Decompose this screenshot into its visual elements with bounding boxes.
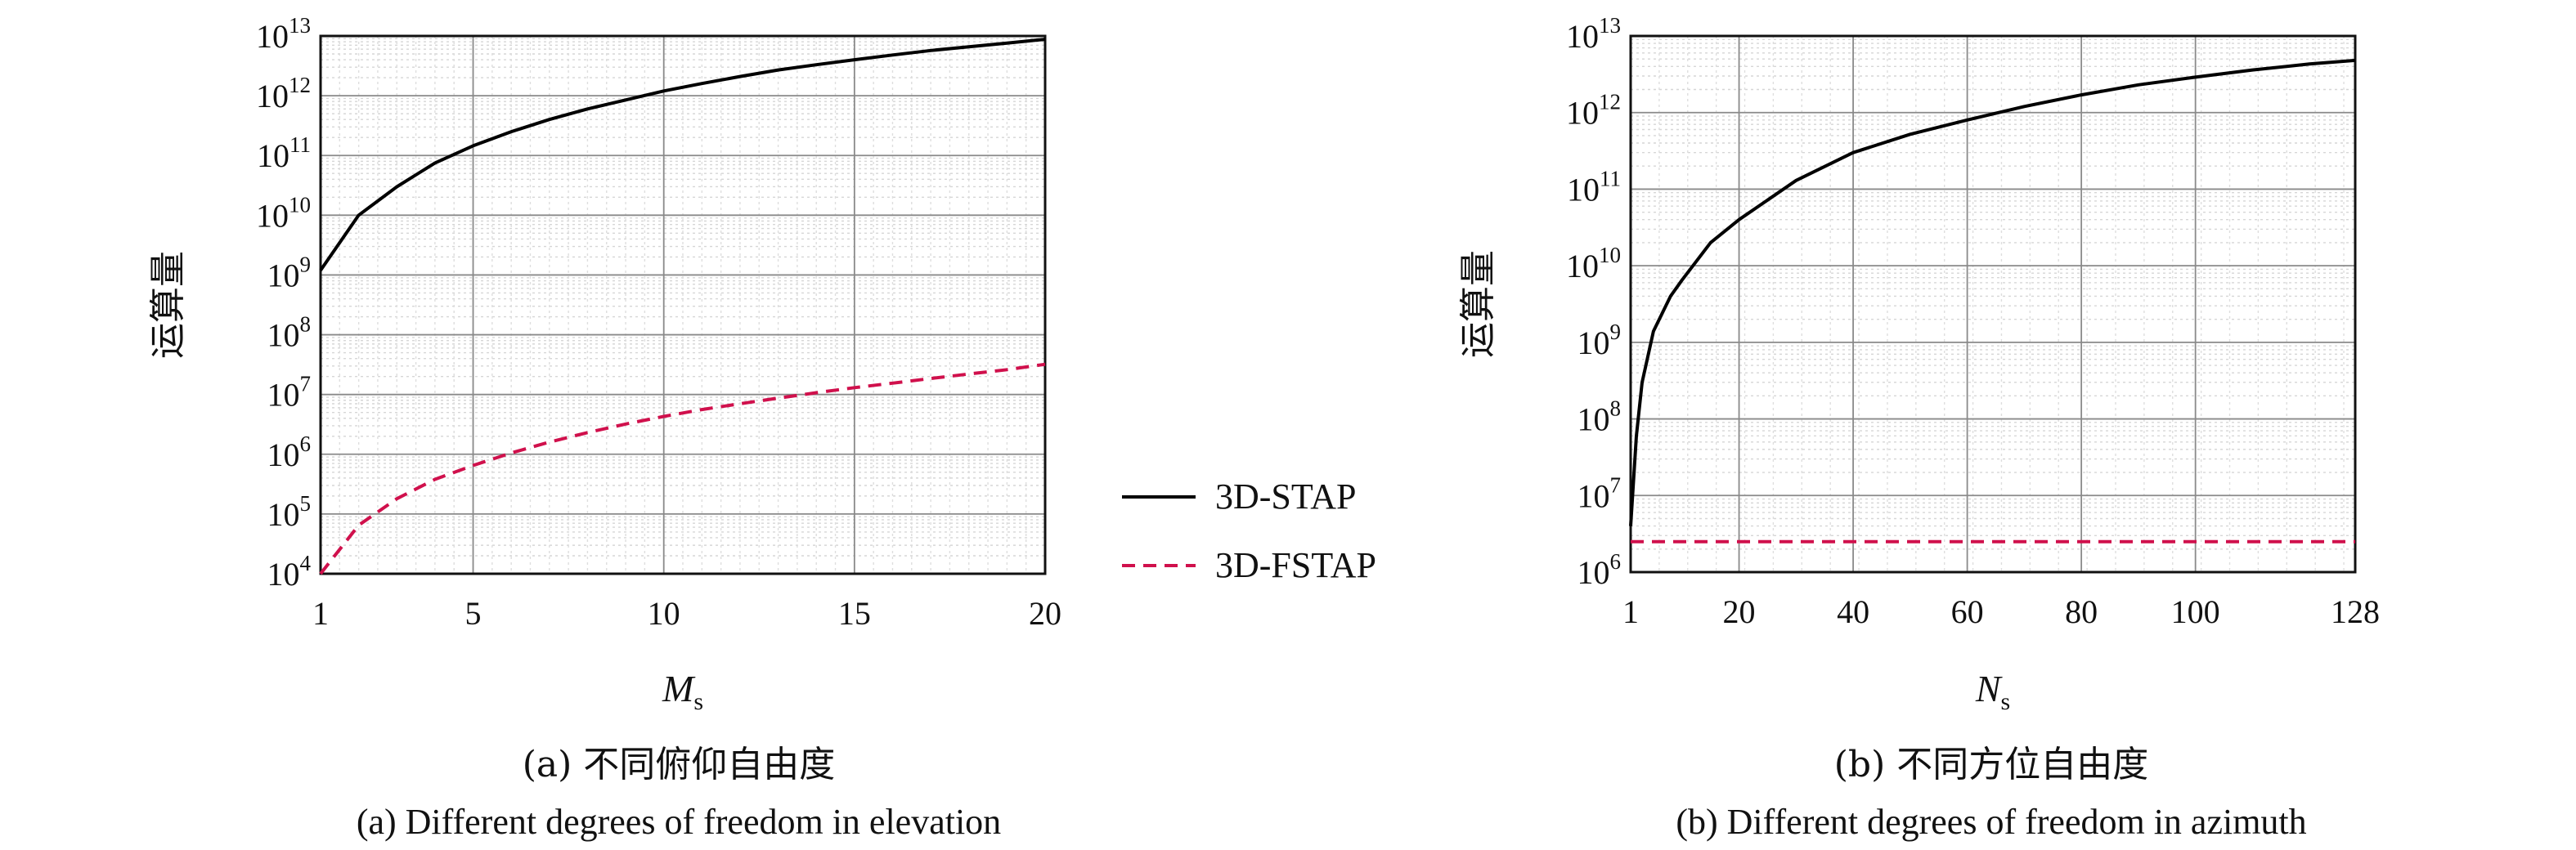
x-tick-label: 20 [1029,595,1061,632]
y-tick-label: 1012 [1566,90,1621,132]
legend: 3D-STAP 3D-FSTAP [1122,476,1376,585]
x-axis-label: Ns [1975,668,2010,715]
y-axis-label: 运算量 [1457,250,1499,358]
y-tick-label: 108 [1577,396,1622,438]
plot-frame [319,34,1047,575]
y-tick-label: 109 [267,252,312,293]
legend-label-3d-fstap: 3D-FSTAP [1215,545,1376,585]
y-tick-label: 109 [1577,320,1622,361]
y-axis-label: 运算量 [147,251,189,359]
y-tick-label: 105 [267,491,312,533]
x-tick-label: 1 [1622,593,1639,630]
x-axis-label: Ms [662,668,703,715]
x-tick-label: 10 [648,595,680,632]
y-tick-label: 1011 [257,132,311,174]
plot-frame [1629,34,2357,574]
x-tick-label: 20 [1723,593,1756,630]
x-tick-label: 1 [312,595,329,632]
y-tick-label: 107 [1577,472,1622,514]
y-tick-label: 1012 [256,73,311,114]
y-tick-label: 108 [267,312,312,354]
y-tick-label: 106 [1577,549,1622,591]
y-tick-label: 1013 [256,13,311,55]
x-tick-label: 80 [2065,593,2098,630]
series-line-3d-stap [319,38,1046,271]
y-tick-label: 107 [267,372,312,414]
legend-label-3d-stap: 3D-STAP [1215,476,1357,517]
series-line-3d-fstap [319,362,1046,575]
x-tick-label: 15 [838,595,871,632]
y-tick-label: 106 [267,432,312,473]
x-tick-label: 40 [1837,593,1869,630]
caption-b-cn: (b) 不同方位自由度 [1834,744,2148,785]
x-tick-label: 5 [465,595,482,632]
y-tick-label: 1010 [1566,243,1621,284]
series-line-3d-stap [1629,58,2356,526]
x-tick-label: 100 [2171,593,2220,630]
y-tick-label: 1011 [1567,166,1621,208]
y-tick-label: 1013 [1566,13,1621,55]
caption-a-cn: (a) 不同俯仰自由度 [523,744,836,785]
y-tick-label: 104 [267,551,312,593]
caption-b-en: (b) Different degrees of freedom in azim… [1676,802,2306,842]
caption-a-en: (a) Different degrees of freedom in elev… [357,802,1001,842]
x-tick-label: 60 [1951,593,1984,630]
y-tick-label: 1010 [256,192,311,234]
x-tick-label: 128 [2331,593,2380,630]
panel-b-chart: 106 107 108 109 1010 1011 1012 1013 1 20 40 60 80 100… [1457,13,2380,715]
